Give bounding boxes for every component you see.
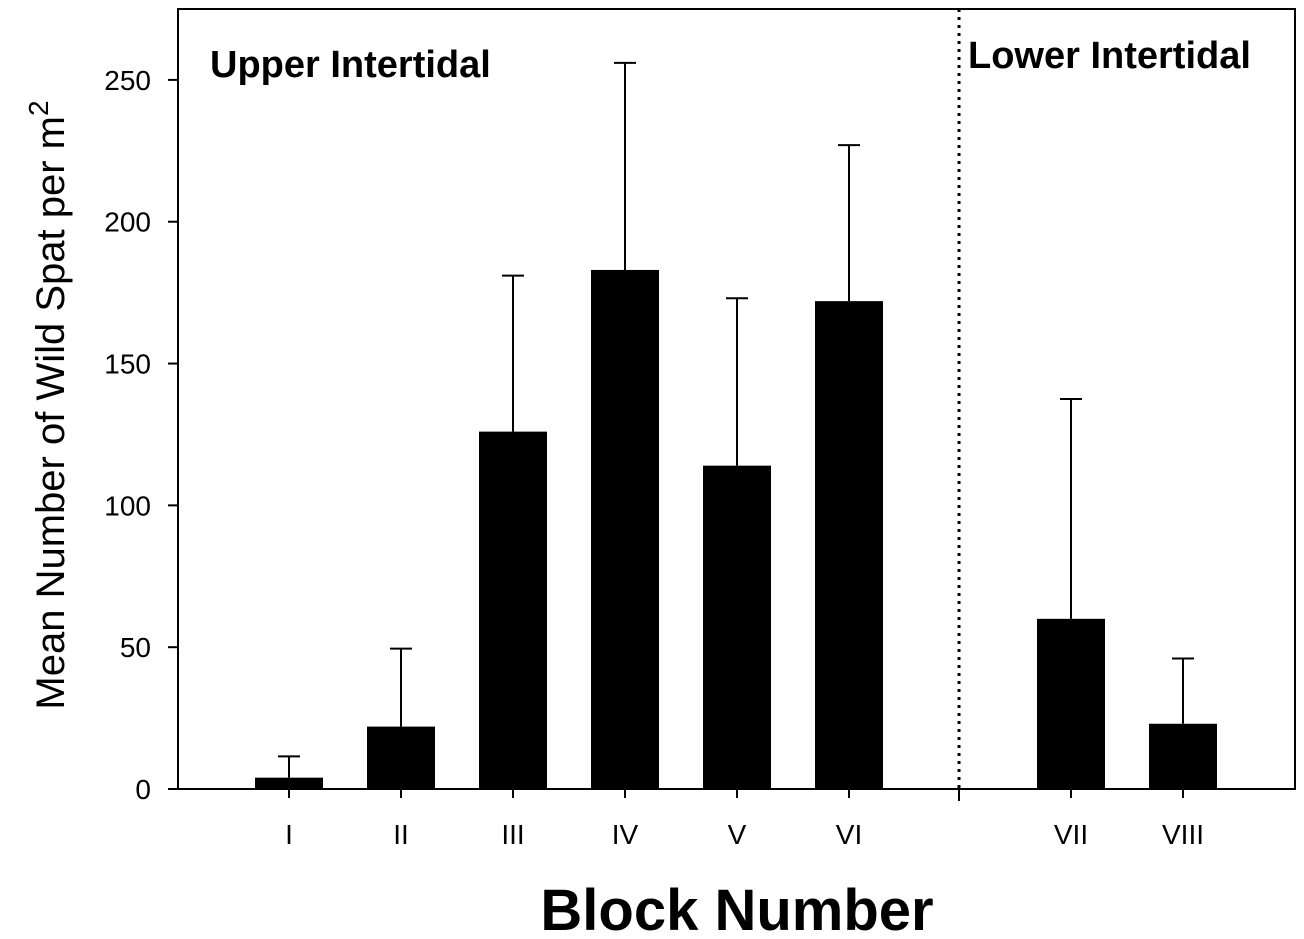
- x-tick-label: I: [285, 819, 293, 850]
- y-tick-label: 100: [104, 490, 151, 521]
- x-tick-label: VII: [1054, 819, 1088, 850]
- region-label-upper: Upper Intertidal: [210, 44, 491, 86]
- bar: [255, 777, 323, 789]
- y-axis: 0 50 100 150 200 250: [104, 65, 178, 805]
- y-axis-title-superscript: 2: [23, 100, 54, 116]
- bars-group: [255, 269, 1217, 790]
- x-axis: I II III IV V VI VII VIII: [285, 789, 1204, 850]
- bar: [1037, 618, 1105, 789]
- bar: [815, 301, 883, 789]
- y-tick-label: 250: [104, 65, 151, 96]
- y-tick-label: 0: [135, 774, 151, 805]
- bar: [591, 269, 659, 790]
- bar: [703, 465, 771, 789]
- bar: [367, 726, 435, 789]
- region-label-lower: Lower Intertidal: [968, 35, 1251, 77]
- x-tick-label: V: [728, 819, 747, 850]
- y-tick-label: 200: [104, 207, 151, 238]
- bar: [1149, 723, 1217, 789]
- y-tick-label: 50: [120, 632, 151, 663]
- error-bars-group: [278, 61, 1194, 778]
- y-axis-title: Mean Number of Wild Spat per m2: [23, 100, 73, 709]
- x-tick-label: IV: [612, 819, 639, 850]
- x-tick-label: VI: [836, 819, 862, 850]
- bar: [479, 431, 547, 789]
- y-tick-label: 150: [104, 349, 151, 380]
- x-axis-title: Block Number: [540, 878, 933, 939]
- y-axis-title-text: Mean Number of Wild Spat per m: [29, 116, 73, 710]
- x-tick-label: VIII: [1162, 819, 1204, 850]
- x-tick-label: III: [501, 819, 524, 850]
- x-tick-label: II: [393, 819, 409, 850]
